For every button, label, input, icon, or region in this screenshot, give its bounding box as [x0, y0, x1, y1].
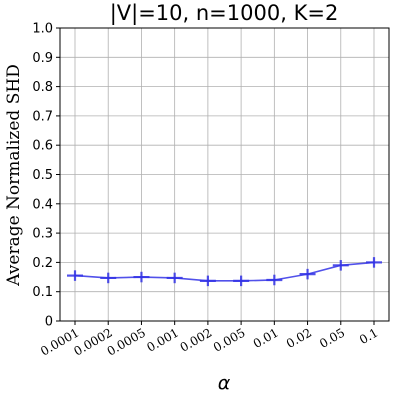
y-tick-label: 0.5 [32, 168, 53, 183]
series-line [74, 261, 375, 282]
y-tick-label: 0.8 [32, 80, 53, 95]
x-tick-label: 0.1 [357, 325, 381, 347]
y-tick-label: 0.7 [32, 109, 53, 124]
x-tick-label: 0.005 [211, 325, 248, 354]
y-tick-label: 0.9 [32, 51, 53, 66]
x-tick-label: 0.002 [178, 325, 215, 354]
x-axis-label: α [218, 372, 231, 394]
x-tick-label: 0.02 [284, 325, 314, 350]
series-layer [67, 257, 382, 287]
y-tick-label: 0.1 [32, 285, 53, 300]
y-tick-label: 0.2 [32, 256, 53, 271]
x-tick-label: 0.0005 [105, 325, 148, 358]
y-tick-label: 1.0 [32, 22, 53, 37]
y-axis: 0 0.1 0.2 0.3 0.4 0.5 0.6 0.7 0.8 0.9 1.0 [32, 22, 60, 330]
y-axis-label: Average Normalized SHD [4, 64, 24, 287]
chart-title: |V|=10, n=1000, K=2 [110, 1, 339, 26]
y-tick-label: 0.6 [32, 139, 53, 154]
y-tick-label: 0 [45, 315, 53, 330]
x-tick-label: 0.001 [144, 325, 181, 354]
x-tick-label: 0.05 [317, 325, 347, 350]
y-tick-label: 0.4 [32, 197, 53, 212]
y-tick-label: 0.3 [32, 227, 53, 242]
x-tick-label: 0.01 [251, 325, 281, 350]
